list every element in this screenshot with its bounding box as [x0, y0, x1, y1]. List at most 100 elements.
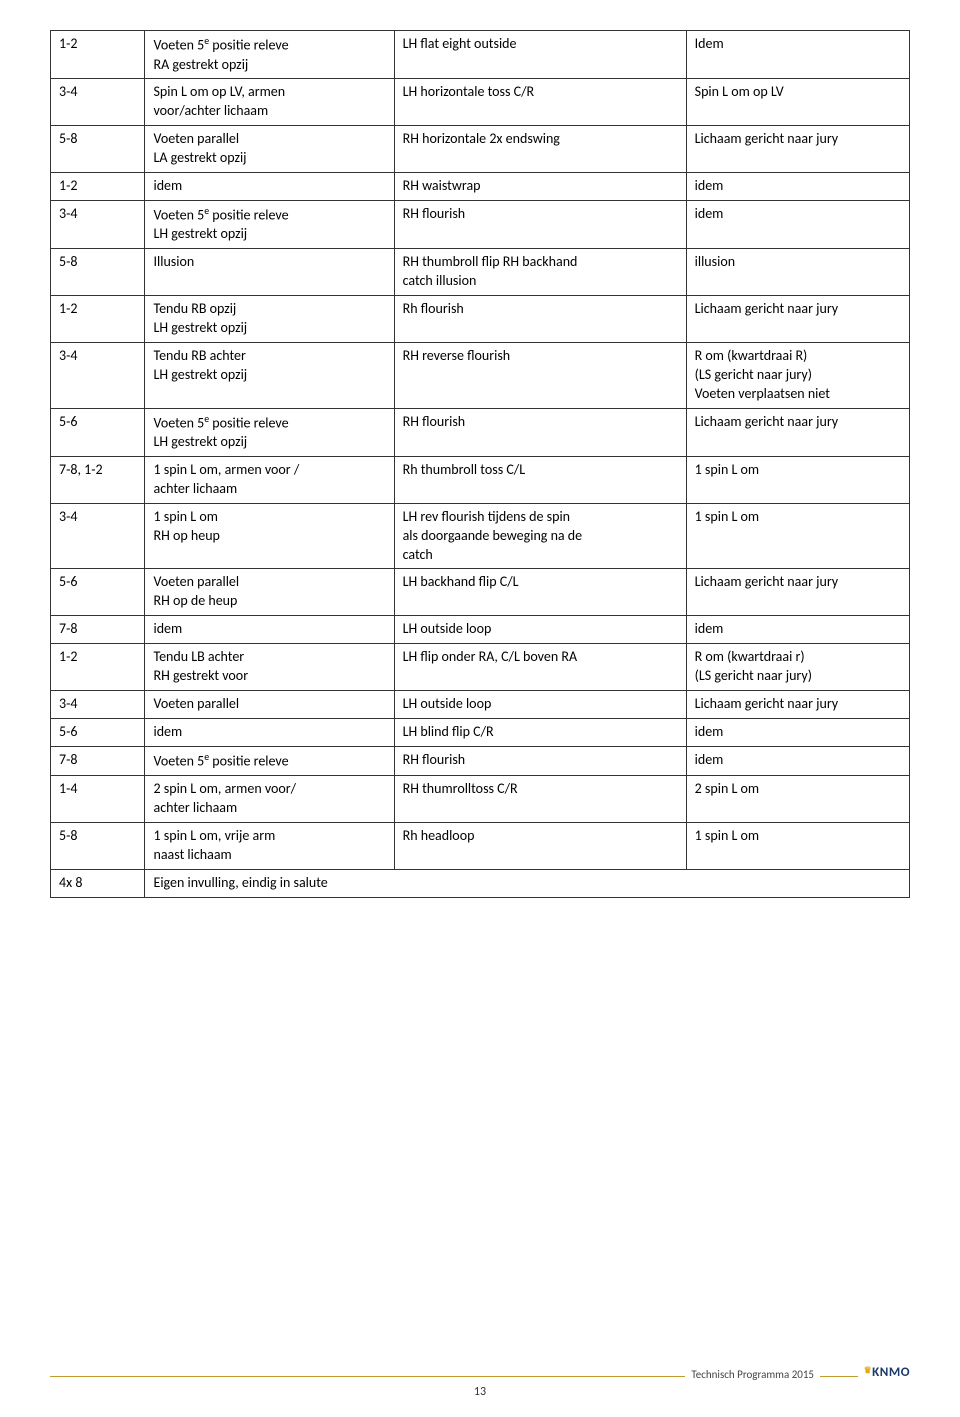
table-row: 1-2Voeten 5e positie releveRA gestrekt o… [51, 31, 910, 79]
cell-count: 3-4 [51, 342, 145, 408]
table-row: 1-2idemRH waistwrapidem [51, 173, 910, 201]
cell-action: LH backhand flip C/L [394, 569, 686, 616]
cell-body: Spin L om op LV, armenvoor/achter lichaa… [145, 79, 394, 126]
cell-count: 3-4 [51, 200, 145, 248]
cell-action: RH flourish [394, 746, 686, 776]
cell-count: 5-8 [51, 249, 145, 296]
cell-count: 1-2 [51, 173, 145, 201]
cell-note: 1 spin L om [686, 457, 909, 504]
cell-body: Voeten 5e positie releve [145, 746, 394, 776]
cell-note: Lichaam gericht naar jury [686, 126, 909, 173]
cell-note: illusion [686, 249, 909, 296]
cell-body: Voeten 5e positie releveLH gestrekt opzi… [145, 200, 394, 248]
table-row: 3-4Voeten parallelLH outside loopLichaam… [51, 690, 910, 718]
table-row: 1-2Tendu RB opzijLH gestrekt opzijRh flo… [51, 296, 910, 343]
table-row: 5-6idemLH blind flip C/Ridem [51, 718, 910, 746]
cell-action: LH outside loop [394, 690, 686, 718]
cell-body: Illusion [145, 249, 394, 296]
cell-count: 5-6 [51, 569, 145, 616]
cell-note: idem [686, 173, 909, 201]
cell-count: 7-8 [51, 616, 145, 644]
cell-action: RH flourish [394, 200, 686, 248]
cell-body: Voeten parallelLA gestrekt opzij [145, 126, 394, 173]
cell-count: 5-6 [51, 408, 145, 456]
cell-action: RH waistwrap [394, 173, 686, 201]
cell-note: idem [686, 718, 909, 746]
cell-body: Voeten parallelRH op de heup [145, 569, 394, 616]
footer-logo: ♛KNMO [858, 1365, 910, 1380]
cell-note: idem [686, 616, 909, 644]
cell-note: Lichaam gericht naar jury [686, 569, 909, 616]
table-row: 5-6Voeten 5e positie releveLH gestrekt o… [51, 408, 910, 456]
cell-note: R om (kwartdraai r)(LS gericht naar jury… [686, 644, 909, 691]
cell-action: Rh headloop [394, 823, 686, 870]
cell-body: idem [145, 616, 394, 644]
cell-note: 2 spin L om [686, 776, 909, 823]
cell-count: 1-2 [51, 644, 145, 691]
cell-count: 7-8 [51, 746, 145, 776]
cell-body: Voeten 5e positie releveLH gestrekt opzi… [145, 408, 394, 456]
cell-action: Rh flourish [394, 296, 686, 343]
table-row: 3-4Tendu RB achterLH gestrekt opzijRH re… [51, 342, 910, 408]
table-row: 5-8IllusionRH thumbroll flip RH backhand… [51, 249, 910, 296]
table-row: 3-4Spin L om op LV, armenvoor/achter lic… [51, 79, 910, 126]
table-row: 3-4Voeten 5e positie releveLH gestrekt o… [51, 200, 910, 248]
cell-action: LH flat eight outside [394, 31, 686, 79]
cell-count: 3-4 [51, 690, 145, 718]
table-row: 5-81 spin L om, vrije armnaast lichaamRh… [51, 823, 910, 870]
cell-action: LH horizontale toss C/R [394, 79, 686, 126]
cell-note: Idem [686, 31, 909, 79]
cell-note: Spin L om op LV [686, 79, 909, 126]
cell-count: 3-4 [51, 79, 145, 126]
footer-title: Technisch Programma 2015 [685, 1368, 820, 1381]
cell-body: Tendu RB achterLH gestrekt opzij [145, 342, 394, 408]
cell-action: RH flourish [394, 408, 686, 456]
table-row: 5-6Voeten parallelRH op de heupLH backha… [51, 569, 910, 616]
cell-action: RH reverse flourish [394, 342, 686, 408]
cell-count: 3-4 [51, 503, 145, 569]
cell-note: idem [686, 200, 909, 248]
table-row: 7-8, 1-21 spin L om, armen voor /achter … [51, 457, 910, 504]
cell-action: LH rev flourish tijdens de spinals doorg… [394, 503, 686, 569]
cell-action: LH outside loop [394, 616, 686, 644]
cell-count: 5-6 [51, 718, 145, 746]
page-number: 13 [50, 1385, 910, 1399]
table-row: 1-2Tendu LB achterRH gestrekt voorLH fli… [51, 644, 910, 691]
cell-body: Voeten 5e positie releveRA gestrekt opzi… [145, 31, 394, 79]
cell-body: Tendu LB achterRH gestrekt voor [145, 644, 394, 691]
cell-body: 2 spin L om, armen voor/achter lichaam [145, 776, 394, 823]
cell-action: RH thumbroll flip RH backhandcatch illus… [394, 249, 686, 296]
cell-action: LH blind flip C/R [394, 718, 686, 746]
table-row: 1-42 spin L om, armen voor/achter lichaa… [51, 776, 910, 823]
cell-body: idem [145, 173, 394, 201]
choreography-table: 1-2Voeten 5e positie releveRA gestrekt o… [50, 30, 910, 898]
cell-note: Lichaam gericht naar jury [686, 408, 909, 456]
cell-count: 5-8 [51, 823, 145, 870]
cell-count: 5-8 [51, 126, 145, 173]
cell-count: 7-8, 1-2 [51, 457, 145, 504]
cell-note: R om (kwartdraai R)(LS gericht naar jury… [686, 342, 909, 408]
table-row: 7-8Voeten 5e positie releveRH flourishid… [51, 746, 910, 776]
cell-action: RH thumrolltoss C/R [394, 776, 686, 823]
cell-body: Tendu RB opzijLH gestrekt opzij [145, 296, 394, 343]
cell-body: Voeten parallel [145, 690, 394, 718]
cell-body: 1 spin L om, vrije armnaast lichaam [145, 823, 394, 870]
cell-note: Lichaam gericht naar jury [686, 690, 909, 718]
cell-note: 1 spin L om [686, 503, 909, 569]
footer-rule: Technisch Programma 2015 ♛KNMO [50, 1376, 910, 1377]
cell-action: RH horizontale 2x endswing [394, 126, 686, 173]
cell-note: idem [686, 746, 909, 776]
cell-body: 1 spin L om, armen voor /achter lichaam [145, 457, 394, 504]
cell-spanning: Eigen invulling, eindig in salute [145, 869, 910, 897]
cell-action: LH flip onder RA, C/L boven RA [394, 644, 686, 691]
cell-note: Lichaam gericht naar jury [686, 296, 909, 343]
cell-count: 4x 8 [51, 869, 145, 897]
table-row: 7-8idemLH outside loopidem [51, 616, 910, 644]
cell-body: idem [145, 718, 394, 746]
cell-action: Rh thumbroll toss C/L [394, 457, 686, 504]
cell-body: 1 spin L omRH op heup [145, 503, 394, 569]
cell-count: 1-4 [51, 776, 145, 823]
cell-count: 1-2 [51, 296, 145, 343]
page-footer: Technisch Programma 2015 ♛KNMO 13 [50, 1376, 910, 1399]
cell-count: 1-2 [51, 31, 145, 79]
